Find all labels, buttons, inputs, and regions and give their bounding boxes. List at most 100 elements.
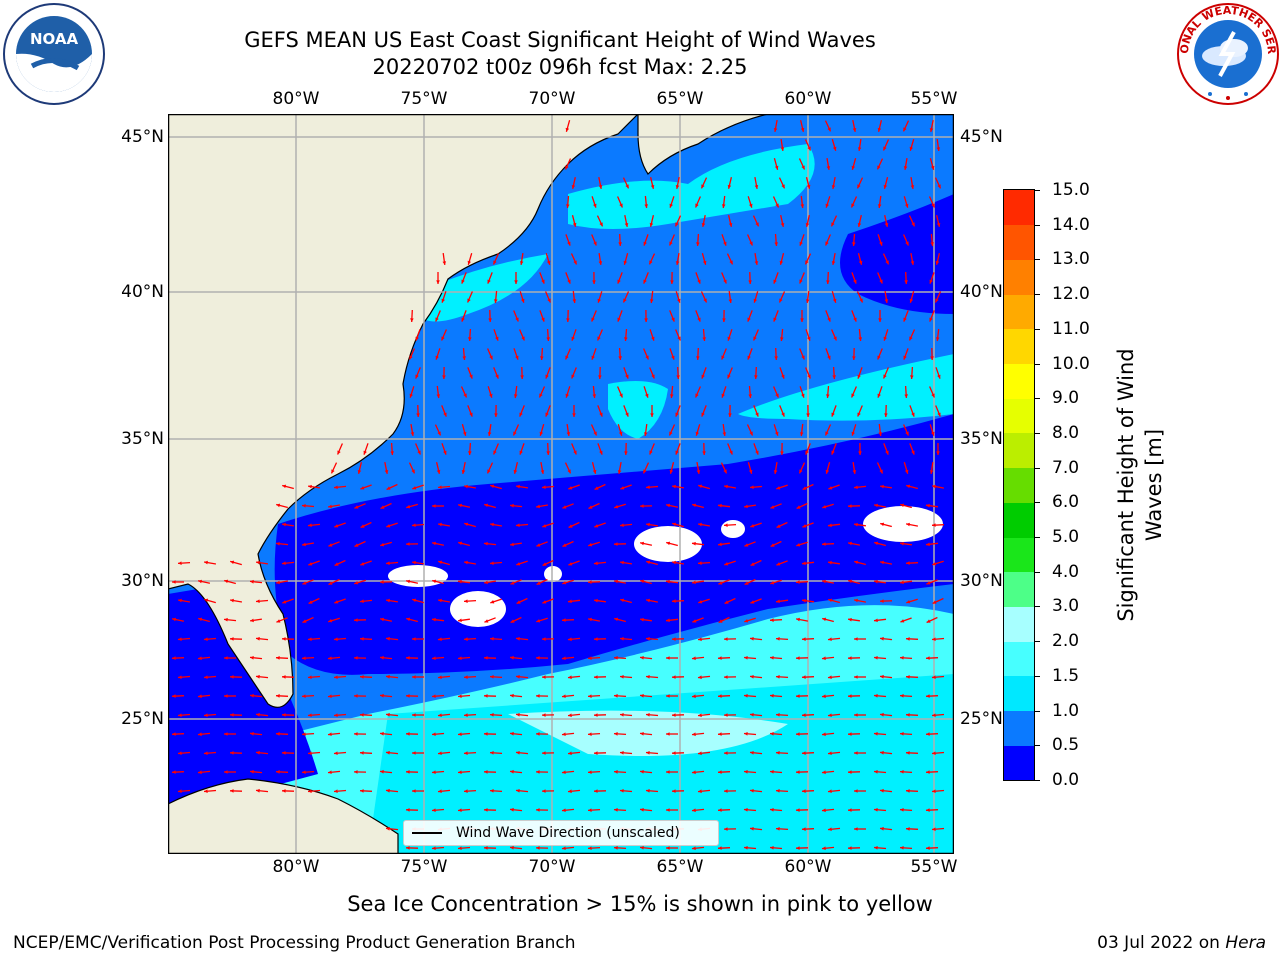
wind-arrow-head <box>718 542 722 547</box>
wind-arrow-head <box>749 241 753 246</box>
colorbar-segment <box>1004 537 1034 573</box>
wind-arrow-head <box>748 394 752 398</box>
wind-arrow-head <box>926 542 930 547</box>
wind-arrow-head <box>802 637 806 641</box>
machine-name: Hera <box>1225 933 1266 953</box>
wind-arrow-head <box>651 374 655 379</box>
colorbar-segment <box>1004 745 1034 780</box>
wind-arrow-head <box>469 374 473 379</box>
wind-arrow-head <box>880 522 885 527</box>
wind-arrow-head <box>930 242 934 246</box>
wind-arrow-head <box>775 203 779 208</box>
wind-arrow-head <box>519 261 524 265</box>
wind-arrow-head <box>724 827 728 831</box>
wind-arrow-head <box>640 617 644 622</box>
wind-arrow-head <box>874 808 878 812</box>
wind-arrow-head <box>438 637 442 641</box>
wind-arrow-head <box>178 637 182 641</box>
wind-arrow-head <box>728 299 733 303</box>
wind-arrow-head <box>911 412 915 417</box>
wind-arrow-head <box>722 318 726 322</box>
wind-arrow-head <box>594 675 598 679</box>
wind-arrow-head <box>513 431 517 436</box>
wind-arrow-head <box>521 298 525 303</box>
lat-tick-right: 25°N <box>960 709 1003 729</box>
wind-arrow-head <box>807 146 811 151</box>
wind-arrow-head <box>697 279 701 284</box>
wind-arrow-head <box>724 675 728 679</box>
wind-arrow-head <box>410 432 415 436</box>
wind-arrow-head <box>744 732 748 736</box>
wind-arrow-head <box>900 770 904 774</box>
wind-arrow-head <box>256 599 260 603</box>
wind-arrow-head <box>701 223 706 227</box>
wind-arrow-head <box>822 505 827 509</box>
wind-arrow-head <box>415 336 419 341</box>
wind-arrow-head <box>495 374 499 379</box>
wind-arrow-head <box>640 504 644 508</box>
wind-arrow-head <box>624 451 628 455</box>
wind-arrow-head <box>442 261 447 265</box>
wind-arrow-head <box>588 505 593 509</box>
wind-arrow-head <box>458 618 462 623</box>
wind-arrow-head <box>666 618 670 623</box>
wind-arrow-head <box>412 751 416 755</box>
colorbar-tick <box>1034 467 1040 469</box>
wind-arrow-head <box>880 636 884 641</box>
wind-arrow-head <box>380 731 384 736</box>
wind-arrow-head <box>852 242 856 246</box>
wind-arrow-head <box>926 503 930 508</box>
wind-arrow-head <box>931 431 935 436</box>
wind-arrow-head <box>625 412 629 417</box>
wind-arrow-head <box>802 827 806 831</box>
wind-arrow-head <box>852 356 856 360</box>
lon-tick-top: 80°W <box>272 89 320 109</box>
wind-arrow-head <box>489 355 493 360</box>
wind-arrow-head <box>386 674 390 679</box>
wind-arrow-head <box>386 788 390 793</box>
wind-arrow-head <box>932 637 936 641</box>
wind-arrow-head <box>669 241 673 246</box>
wind-arrow-head <box>406 694 410 698</box>
wind-arrow-head <box>568 562 573 566</box>
wind-arrow-head <box>646 485 650 489</box>
wind-arrow-head <box>360 637 364 641</box>
wind-arrow-head <box>620 486 625 490</box>
wind-arrow-head <box>256 750 260 755</box>
wind-arrow-head <box>406 846 410 850</box>
wind-arrow-head <box>807 374 811 379</box>
wind-arrow-head <box>900 541 904 546</box>
wind-arrow-head <box>360 524 365 528</box>
wind-arrow-head <box>510 807 514 812</box>
wind-arrow-head <box>224 770 228 774</box>
wind-arrow-head <box>773 279 777 284</box>
wind-arrow-head <box>770 846 774 850</box>
wind-arrow-head <box>672 751 676 755</box>
wind-arrow-head <box>464 522 469 527</box>
wind-arrow-head <box>438 713 442 717</box>
wind-arrow-head <box>412 675 416 679</box>
wind-arrow-head <box>718 846 722 850</box>
wind-arrow-head <box>516 484 520 489</box>
wind-arrow-head <box>546 337 550 341</box>
wind-arrow-head <box>198 694 202 699</box>
wind-arrow-head <box>825 203 829 208</box>
wave-band-1p0-nj <box>418 254 548 322</box>
wind-arrow-head <box>801 165 805 170</box>
wind-arrow-head <box>592 469 597 474</box>
wind-arrow-head <box>302 619 307 623</box>
wind-arrow-head <box>779 298 783 303</box>
colorbar-level-label: 10.0 <box>1052 353 1090 374</box>
wind-arrow-head <box>334 713 338 717</box>
wind-arrow-head <box>854 560 859 565</box>
wind-arrow-head <box>468 451 472 455</box>
wind-arrow-head <box>701 374 705 379</box>
wind-arrow-head <box>620 637 624 641</box>
wind-arrow-head <box>614 770 618 774</box>
wind-arrow-head <box>906 522 910 527</box>
wind-arrow-head <box>594 789 598 793</box>
wind-arrow-head <box>334 524 339 528</box>
wind-arrow-head <box>464 560 468 565</box>
lon-tick-top: 75°W <box>400 89 448 109</box>
wind-arrow-head <box>458 694 462 698</box>
